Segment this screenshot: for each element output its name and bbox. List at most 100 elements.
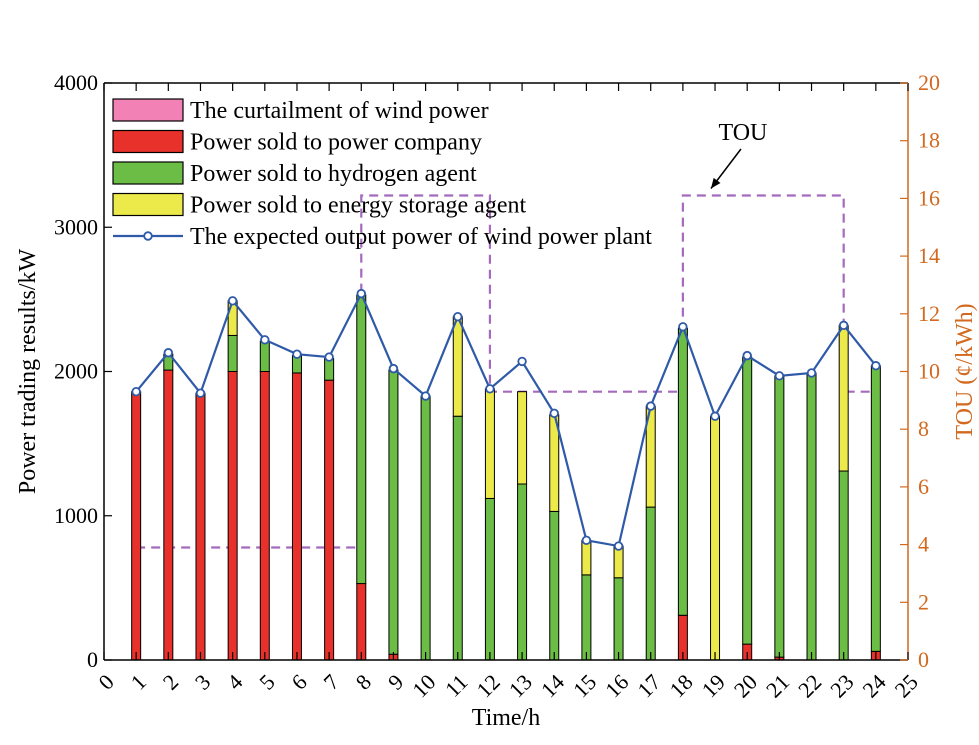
y2-tick-label: 6	[918, 474, 929, 499]
x-tick-label: 13	[504, 669, 537, 702]
x-tick-label: 4	[222, 669, 247, 694]
line-point	[774, 371, 785, 381]
legend-label: Power sold to hydrogen agent	[190, 161, 477, 187]
line-point	[485, 384, 495, 394]
x-tick-label: 7	[319, 669, 344, 694]
y2-tick-label: 4	[918, 532, 929, 557]
y2-axis-title: TOU (¢/kWh)	[952, 303, 978, 439]
x-tick-label: 3	[190, 669, 215, 694]
x-tick-label: 19	[697, 669, 730, 702]
x-tick-label: 14	[536, 669, 569, 702]
y2-tick-label: 16	[918, 185, 940, 210]
bar-segment	[452, 415, 463, 661]
x-tick-label: 20	[729, 669, 762, 702]
line-point	[517, 356, 527, 367]
bar-segment	[581, 539, 592, 576]
legend-label: Power sold to power company	[190, 130, 482, 156]
bar-segment	[710, 415, 721, 661]
bar-segment	[517, 391, 528, 485]
x-tick-label: 16	[600, 669, 633, 702]
bar-segment	[870, 365, 881, 652]
line-point	[838, 320, 849, 331]
line-point	[163, 348, 174, 358]
line-point	[453, 311, 463, 322]
line-point	[742, 350, 752, 361]
bar-segment	[677, 327, 688, 616]
bar-segment	[259, 371, 270, 661]
legend-swatch	[112, 192, 184, 217]
bar-segment	[613, 545, 624, 579]
bar-segment	[227, 371, 238, 661]
bar-segment	[163, 369, 174, 661]
bar-segment	[420, 395, 431, 661]
legend-line-marker	[143, 231, 153, 241]
bar-segment	[742, 356, 753, 645]
bar-segment	[806, 372, 817, 661]
bar-segment	[774, 375, 785, 658]
x-axis-title: Time/h	[472, 705, 540, 731]
line-point	[260, 335, 270, 345]
line-point	[292, 349, 302, 359]
line-point	[324, 352, 334, 362]
line-point	[646, 401, 656, 411]
x-tick-label: 22	[793, 669, 826, 702]
legend-label: The expected output power of wind power …	[190, 224, 652, 250]
line-point	[710, 411, 720, 421]
y2-tick-label: 14	[918, 243, 940, 268]
bar-segment	[131, 391, 142, 661]
line-point	[613, 541, 624, 551]
bars-group	[131, 294, 881, 661]
x-tick-label: 25	[890, 669, 923, 702]
expected-output-line-group	[131, 288, 881, 551]
legend-swatch	[112, 129, 184, 154]
y-tick-label: 3000	[54, 214, 98, 239]
bar-segment	[838, 324, 849, 472]
bar-segment	[581, 574, 592, 661]
legend-swatch	[112, 98, 184, 122]
x-tick-label: 5	[254, 669, 279, 694]
bar-segment	[549, 510, 560, 661]
bar-segment	[195, 392, 206, 661]
y-tick-label: 2000	[54, 359, 98, 384]
x-tick-label: 1	[126, 669, 151, 694]
x-tick-label: 0	[93, 669, 118, 694]
bar-segment	[356, 294, 367, 585]
x-tick-label: 9	[383, 669, 408, 694]
bar-segment	[291, 372, 302, 661]
bar-segment	[484, 388, 495, 499]
line-point	[356, 288, 366, 299]
y2-tick-label: 18	[918, 128, 940, 153]
line-point	[195, 388, 206, 398]
x-tick-label: 23	[825, 669, 858, 702]
x-tick-label: 21	[761, 669, 794, 702]
y-tick-label: 4000	[54, 70, 98, 95]
y2-tick-label: 10	[918, 359, 940, 384]
legend-label: Power sold to energy storage agent	[190, 193, 526, 219]
tou-annotation: TOU	[710, 120, 768, 189]
bar-segment	[356, 583, 367, 661]
x-tick-label: 6	[286, 669, 311, 694]
bar-segment	[838, 470, 849, 661]
annotation-arrow-head	[710, 177, 721, 189]
bar-segment	[259, 340, 270, 372]
y2-tick-label: 20	[918, 70, 940, 95]
bar-segment	[388, 369, 399, 655]
line-point	[806, 368, 817, 378]
tou-line-group	[136, 194, 876, 549]
x-tick-label: 12	[472, 669, 505, 702]
x-tick-label: 10	[407, 669, 440, 702]
bar-segment	[324, 379, 335, 661]
bar-segment	[613, 577, 624, 661]
bar-segment	[484, 497, 495, 661]
y-tick-label: 0	[87, 647, 98, 672]
x-tick-label: 11	[440, 669, 473, 702]
annotation-text: TOU	[719, 120, 768, 146]
x-tick-label: 15	[568, 669, 601, 702]
tou-step-line	[136, 194, 876, 549]
line-point	[420, 391, 431, 401]
y-axis-title: Power trading results/kW	[15, 249, 41, 495]
x-tick-label: 24	[857, 669, 890, 702]
line-point	[871, 361, 881, 371]
x-tick-label: 8	[351, 669, 376, 694]
